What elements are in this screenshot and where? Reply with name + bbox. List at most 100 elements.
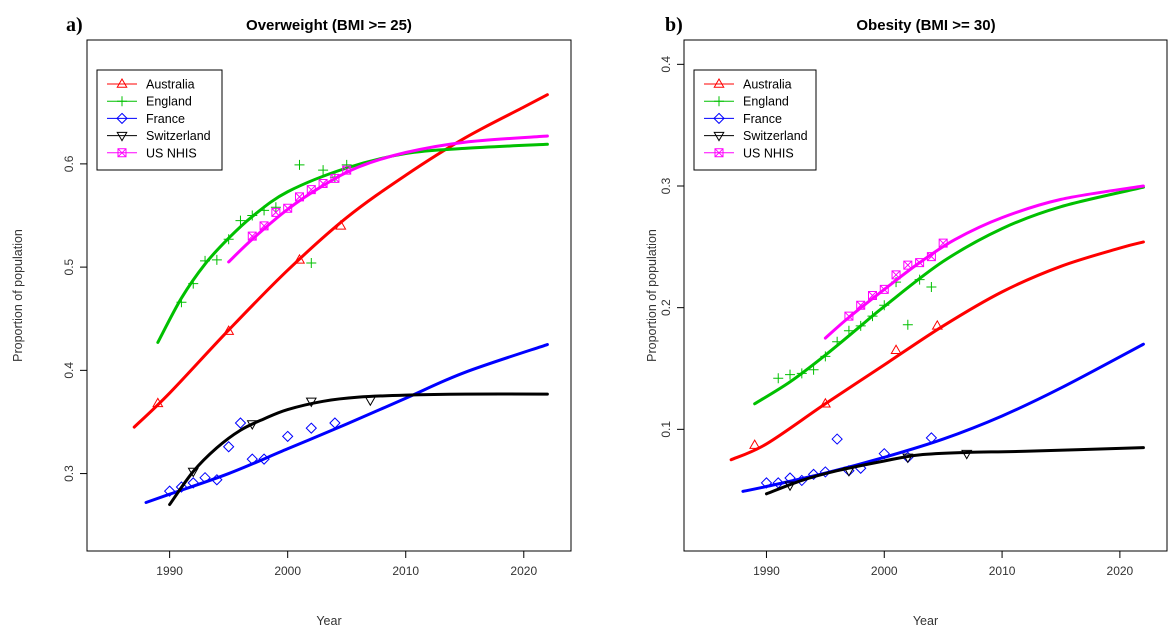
data-point-england (855, 320, 866, 331)
legend-label-france: France (743, 112, 782, 126)
data-point-us-nhis (903, 260, 913, 270)
series-line-switzerland (764, 446, 1145, 496)
series-switzerland (168, 392, 549, 507)
data-point-us-nhis (879, 284, 889, 294)
y-tick-label: 0.4 (62, 362, 76, 379)
data-point-us-nhis (915, 258, 925, 268)
data-point-switzerland (364, 396, 376, 407)
data-point-us-nhis (330, 173, 340, 183)
data-point-us-nhis (938, 238, 948, 248)
legend-marker-us-nhis (714, 148, 724, 158)
series-switzerland (764, 446, 1145, 496)
data-point-switzerland (305, 397, 317, 408)
data-point-australia (819, 397, 831, 408)
data-point-england (820, 351, 831, 362)
data-point-us-nhis (318, 178, 328, 188)
series-line-australia (729, 240, 1145, 462)
legend-label-us-nhis: US NHIS (743, 146, 794, 160)
series-england (753, 185, 1145, 406)
data-point-england (902, 319, 913, 330)
data-point-england (200, 255, 211, 266)
data-point-us-nhis (856, 300, 866, 310)
data-point-england (926, 281, 937, 292)
data-point-england (879, 300, 890, 311)
legend-label-us-nhis: US NHIS (146, 146, 197, 160)
data-point-australia (293, 253, 306, 264)
legend: Australia England France Switzerland US NHIS (96, 69, 223, 171)
data-point-france (211, 474, 223, 486)
data-point-us-nhis (306, 185, 316, 195)
data-point-us-nhis (259, 221, 269, 231)
plot-frame (683, 39, 1168, 552)
data-point-us-nhis (247, 231, 257, 241)
data-point-us-nhis (283, 203, 293, 213)
data-point-england (808, 364, 819, 375)
chart-panel-a: a) Overweight (BMI >= 25) 1990 2000 2010 2020… (11, 14, 572, 628)
series-line-england (156, 142, 549, 344)
data-point-england (773, 373, 784, 384)
series-australia (729, 240, 1145, 462)
data-point-england (223, 234, 234, 245)
data-point-france (878, 447, 890, 460)
x-tick-label: 1990 (753, 564, 780, 578)
data-point-switzerland (843, 466, 855, 477)
data-point-australia (223, 325, 235, 335)
legend: Australia England France Switzerland US NHIS (693, 69, 817, 171)
data-point-england (867, 311, 878, 322)
data-point-france (925, 432, 938, 444)
y-axis-label: Proportion of population (645, 229, 659, 362)
series-australia (132, 93, 549, 429)
data-point-france (187, 477, 199, 489)
panel-label: a) (66, 14, 83, 36)
panel-label: b) (665, 14, 683, 36)
legend-marker-australia (116, 77, 128, 88)
chart-panel-b: b) Obesity (BMI >= 30) 1990 2000 2010 2020 0.1… (645, 14, 1168, 628)
series-line-australia (132, 93, 549, 429)
data-point-france (175, 481, 188, 493)
data-point-england (176, 297, 187, 308)
data-point-us-nhis (294, 192, 304, 202)
data-point-switzerland (961, 449, 973, 460)
data-point-england (259, 205, 270, 216)
data-point-england (318, 165, 329, 176)
legend-label-england: England (146, 95, 192, 109)
data-point-england (306, 257, 317, 268)
data-point-switzerland (246, 420, 258, 431)
data-point-france (329, 417, 341, 429)
data-point-us-nhis (867, 291, 877, 300)
data-point-france (163, 485, 176, 497)
data-point-australia (931, 319, 943, 330)
data-point-france (305, 422, 318, 434)
data-point-switzerland (902, 453, 914, 464)
data-point-england (247, 210, 258, 221)
y-tick-label: 0.3 (659, 177, 673, 194)
x-tick-label: 1990 (156, 564, 183, 578)
series-line-switzerland (168, 392, 549, 507)
x-axis-label: Year (316, 614, 341, 628)
data-point-france (222, 441, 235, 453)
series-line-england (753, 185, 1145, 406)
data-point-australia (890, 344, 902, 354)
legend-marker-france (116, 112, 128, 125)
plot-frame (86, 39, 572, 552)
legend-marker-australia (713, 77, 725, 88)
legend-marker-england (714, 96, 724, 107)
legend-label-australia: Australia (743, 78, 792, 92)
legend-marker-france (713, 112, 725, 125)
data-point-us-nhis (926, 252, 936, 262)
data-point-england (914, 274, 925, 285)
legend-label-switzerland: Switzerland (146, 129, 211, 143)
data-point-us-nhis (844, 311, 854, 321)
legend-label-switzerland: Switzerland (743, 129, 808, 143)
data-point-us-nhis (891, 270, 901, 280)
x-tick-label: 2020 (510, 564, 537, 578)
chart-title: Obesity (BMI >= 30) (856, 17, 995, 34)
series-us-nhis (227, 134, 549, 264)
y-tick-label: 0.6 (62, 155, 76, 172)
data-point-france (784, 472, 796, 484)
data-point-england (832, 336, 843, 347)
y-tick-label: 0.3 (62, 465, 76, 482)
data-point-australia (152, 397, 164, 408)
x-tick-label: 2000 (871, 564, 898, 578)
data-point-england (188, 278, 199, 289)
